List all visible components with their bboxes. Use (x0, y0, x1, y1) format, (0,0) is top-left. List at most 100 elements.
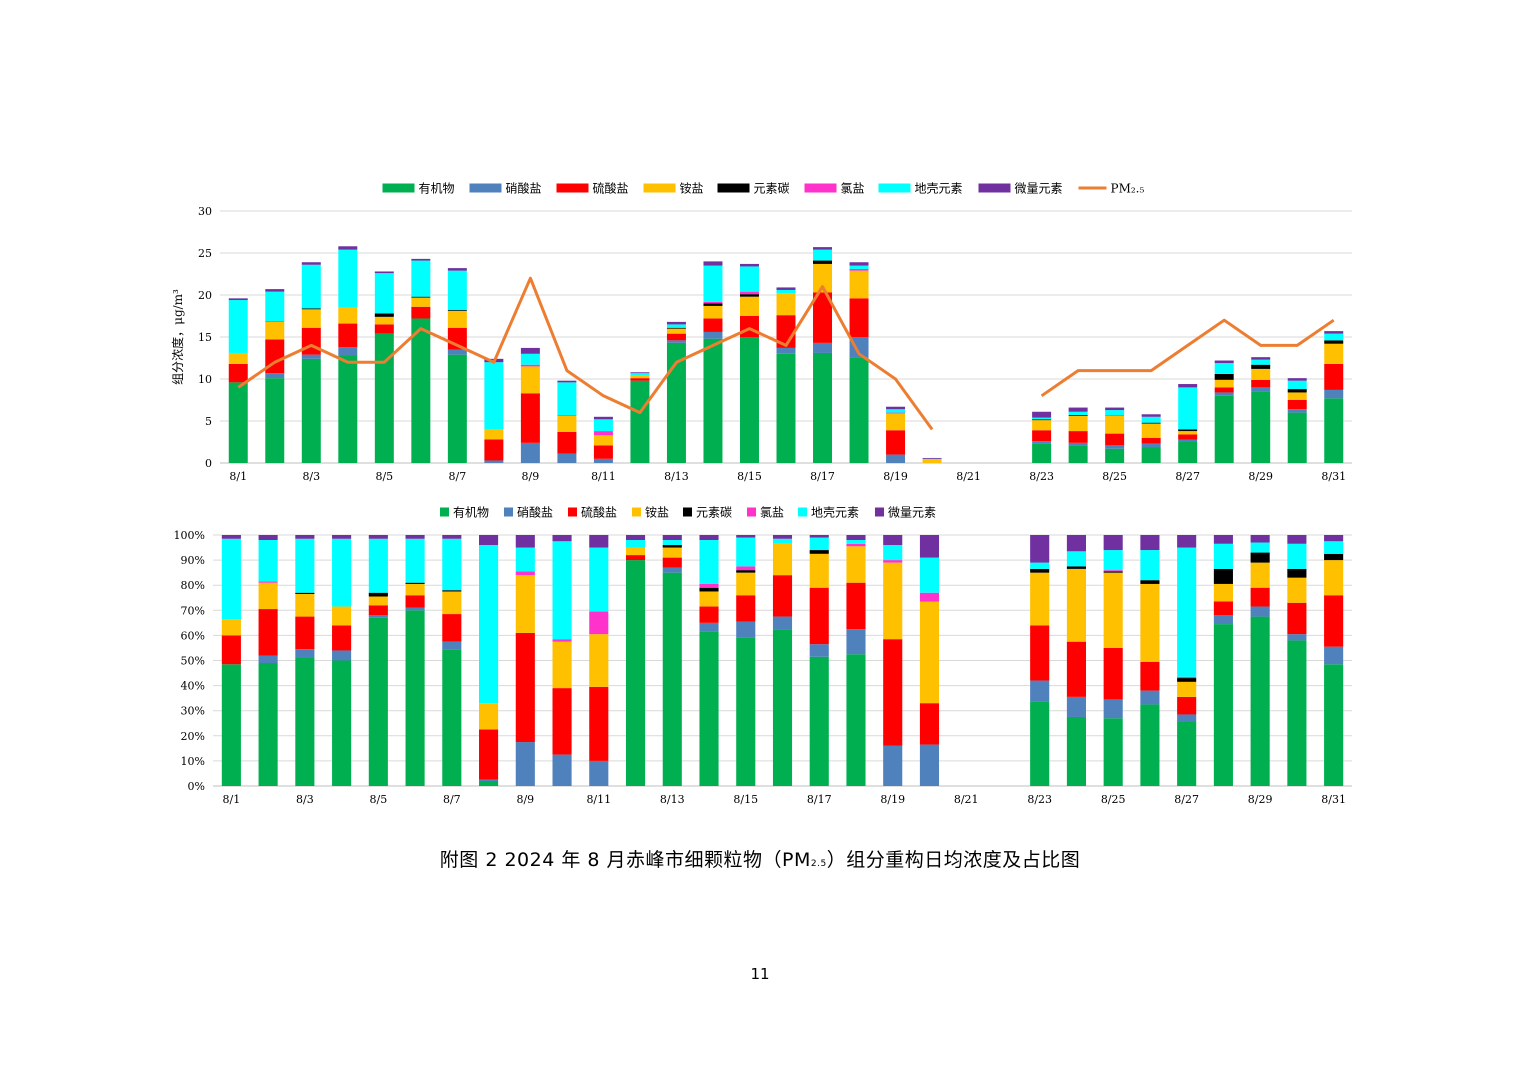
bar-segment (221, 619, 241, 636)
bar-segment (666, 321, 686, 325)
x-tick-label: 8/29 (1248, 793, 1273, 806)
bar-segment (1066, 568, 1086, 642)
bar-segment (772, 535, 793, 539)
bar-segment (405, 607, 425, 611)
bar-segment (520, 393, 540, 443)
bar-segment (662, 572, 682, 786)
legend-label: 硝酸盐 (506, 181, 542, 196)
bar-segment (295, 592, 315, 594)
bar-segment (1066, 716, 1086, 786)
bar-segment (739, 263, 759, 267)
bar-segment (332, 650, 352, 661)
bar-segment (368, 596, 388, 606)
bar-segment (849, 298, 869, 337)
bar-segment (630, 375, 650, 379)
bar-segment (813, 292, 833, 343)
x-tick-label: 8/17 (807, 793, 832, 806)
bar-segment (809, 644, 829, 657)
bar-segment (1140, 583, 1160, 662)
legend-swatch (717, 183, 750, 193)
bar-segment (919, 703, 940, 745)
bar-segment (1068, 445, 1088, 463)
bar-segment (221, 535, 241, 539)
bar-segment (479, 780, 499, 786)
bar-segment (1105, 445, 1125, 449)
bar-segment (1287, 634, 1307, 641)
bar-segment (557, 415, 577, 432)
bar-segment (1105, 433, 1125, 446)
bar-segment (630, 372, 650, 374)
bar-segment (338, 347, 358, 356)
x-tick-label: 8/15 (733, 793, 758, 806)
bar-segment (1105, 410, 1125, 416)
bar-segment (374, 324, 394, 334)
bar-segment (883, 562, 903, 640)
bar-segment (1178, 434, 1198, 440)
bar-segment (520, 347, 540, 354)
bar-segment (368, 535, 388, 539)
bar-segment (557, 380, 577, 383)
bar-segment (1251, 379, 1271, 388)
bar-segment (332, 660, 352, 786)
bar-segment (849, 270, 869, 299)
bar-segment (447, 310, 467, 311)
legend-swatch (632, 507, 641, 517)
bar-segment (295, 593, 315, 617)
bar-segment (405, 582, 425, 584)
caption-subscript: 2.5 (810, 859, 827, 869)
y-tick-label: 15 (198, 331, 212, 344)
bar-segment (1068, 431, 1088, 443)
bar-segment (1213, 583, 1233, 602)
bar-segment (228, 352, 248, 364)
bar-segment (922, 457, 942, 459)
x-tick-label: 8/31 (1321, 793, 1346, 806)
bar-segment (1213, 624, 1233, 786)
bar-segment (1068, 407, 1088, 412)
bar-segment (1213, 615, 1233, 625)
x-tick-label: 8/5 (375, 470, 393, 483)
bar-segment (411, 258, 431, 261)
bar-segment (625, 540, 646, 548)
y-axis-title: 组分浓度，μg/m³ (170, 289, 185, 385)
bar-segment (405, 583, 425, 596)
bar-segment (552, 535, 572, 542)
bar-segment (1213, 535, 1233, 544)
bar-segment (1287, 409, 1307, 413)
bar-segment (699, 631, 719, 786)
bar-segment (1178, 439, 1198, 442)
y-tick-label: 30 (198, 205, 212, 218)
bar-segment (772, 616, 793, 630)
bar-segment (265, 321, 285, 322)
bar-segment (1214, 387, 1234, 393)
bar-segment (447, 310, 467, 328)
bar-segment (1287, 640, 1307, 786)
bar-segment (1141, 447, 1161, 463)
bar-segment (883, 745, 903, 786)
bar-segment (368, 592, 388, 597)
y-tick-label: 70% (181, 604, 205, 617)
bar-segment (1030, 625, 1050, 681)
bar-segment (922, 459, 942, 463)
bar-segment (1251, 368, 1271, 380)
bar-segment (1066, 696, 1086, 717)
bar-segment (1324, 553, 1344, 561)
bar-segment (515, 632, 535, 743)
bar-segment (1032, 417, 1052, 420)
x-tick-label: 8/27 (1174, 793, 1199, 806)
bar-segment (703, 301, 723, 304)
bar-segment (301, 262, 321, 265)
bar-segment (332, 538, 352, 607)
bar-segment (846, 543, 866, 547)
y-tick-label: 25 (198, 247, 212, 260)
x-tick-label: 8/23 (1029, 470, 1054, 483)
bar-segment (776, 293, 796, 316)
bar-segment (411, 260, 431, 297)
bar-segment (295, 657, 315, 786)
y-tick-label: 20 (198, 289, 212, 302)
legend-swatch (747, 507, 756, 517)
bar-segment (919, 744, 940, 786)
bar-segment (883, 639, 903, 746)
x-tick-label: 8/3 (302, 470, 320, 483)
x-tick-label: 8/29 (1248, 470, 1273, 483)
x-tick-label: 8/1 (223, 793, 241, 806)
